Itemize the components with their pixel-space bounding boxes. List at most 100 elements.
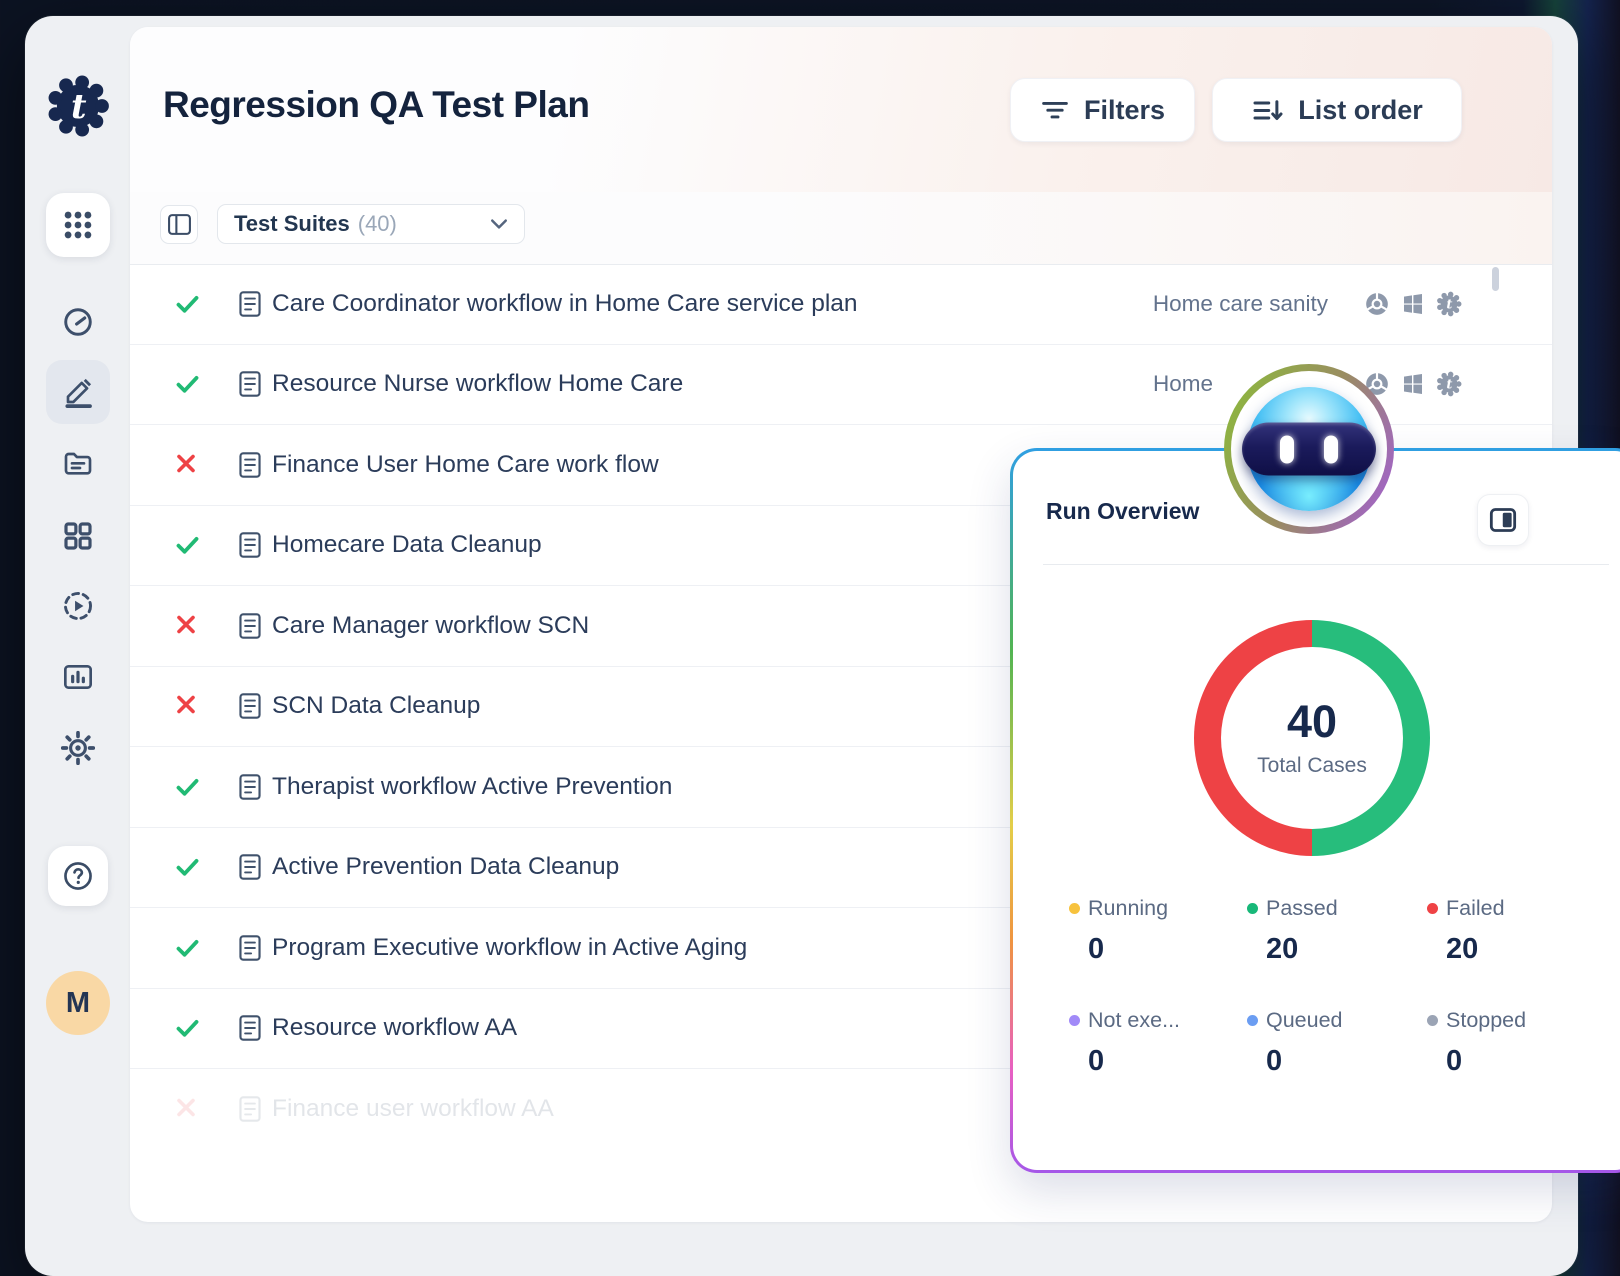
sidebar-item-projects[interactable] bbox=[46, 432, 110, 496]
test-suite-row[interactable]: Finance User Home Care work flow bbox=[130, 425, 1552, 506]
reports-chart-icon bbox=[62, 661, 94, 693]
sidebar-item-help[interactable] bbox=[48, 846, 108, 906]
test-suite-row[interactable]: Resource workflow AA bbox=[130, 989, 1552, 1069]
check-icon bbox=[176, 778, 199, 796]
help-icon bbox=[62, 860, 94, 892]
document-icon bbox=[239, 371, 261, 398]
sidebar-item-editor[interactable] bbox=[46, 360, 110, 424]
legend-item: Passed 20 bbox=[1247, 896, 1427, 966]
robot-orb-icon bbox=[1242, 387, 1376, 511]
document-icon bbox=[239, 612, 261, 639]
status-icon bbox=[174, 612, 201, 639]
sidebar: t bbox=[25, 16, 130, 1276]
test-suite-row[interactable]: Finance user workflow AA bbox=[130, 1069, 1552, 1149]
status-icon bbox=[174, 451, 201, 478]
test-suite-row[interactable]: SCN Data Cleanup bbox=[130, 667, 1552, 747]
run-overview-title: Run Overview bbox=[1046, 498, 1200, 524]
suite-tag-label: Home care sanity bbox=[1152, 290, 1328, 316]
document-icon bbox=[239, 934, 261, 961]
test-suite-row[interactable]: Resource Nurse workflow Home Care Home bbox=[130, 345, 1552, 425]
testsigma-logo-icon: t bbox=[46, 74, 110, 138]
folder-icon bbox=[62, 448, 94, 480]
sidebar-item-apps[interactable] bbox=[46, 193, 110, 257]
svg-text:t: t bbox=[1446, 297, 1452, 312]
test-suite-title: Program Executive workflow in Active Agi… bbox=[272, 933, 748, 961]
legend-value: 0 bbox=[1088, 933, 1105, 965]
test-suites-dropdown[interactable]: Test Suites (40) bbox=[217, 204, 525, 244]
legend-dot-icon bbox=[1069, 903, 1080, 914]
legend-dot-icon bbox=[1427, 903, 1438, 914]
x-icon bbox=[177, 615, 195, 634]
test-suites-count: (40) bbox=[357, 211, 397, 236]
document-icon bbox=[239, 451, 261, 478]
test-suite-row[interactable]: Program Executive workflow in Active Agi… bbox=[130, 908, 1552, 989]
test-suite-row[interactable]: Active Prevention Data Cleanup bbox=[130, 828, 1552, 908]
panel-left-toggle-button[interactable] bbox=[160, 205, 198, 244]
filter-lines-icon bbox=[1040, 98, 1070, 122]
panel-right-toggle-button[interactable] bbox=[1477, 494, 1529, 546]
status-icon bbox=[174, 290, 201, 317]
panel-left-icon bbox=[167, 213, 192, 236]
check-icon bbox=[176, 295, 199, 313]
windows-icon bbox=[1404, 293, 1422, 314]
chrome-icon bbox=[1366, 292, 1388, 315]
legend-item: Not exe... 0 bbox=[1069, 1008, 1247, 1078]
list-order-button[interactable]: List order bbox=[1212, 78, 1462, 142]
legend-item: Stopped 0 bbox=[1427, 1008, 1597, 1078]
ai-assistant-avatar[interactable] bbox=[1224, 364, 1394, 534]
legend-value: 0 bbox=[1266, 1045, 1283, 1077]
environment-icons: t bbox=[1364, 291, 1462, 317]
legend-label: Not exe... bbox=[1088, 1008, 1181, 1032]
test-suite-title: Therapist workflow Active Prevention bbox=[272, 772, 673, 800]
scrollbar[interactable] bbox=[1492, 267, 1499, 291]
filters-button[interactable]: Filters bbox=[1010, 78, 1195, 142]
run-overview-panel: Run Overview 40 Total Cases Runnin bbox=[1010, 448, 1620, 1173]
legend-label: Running bbox=[1088, 896, 1169, 920]
status-icon bbox=[174, 1095, 201, 1122]
run-overview-donut: 40 Total Cases bbox=[1194, 620, 1430, 856]
user-avatar[interactable]: M bbox=[46, 971, 110, 1035]
sidebar-item-reports[interactable] bbox=[46, 645, 110, 709]
test-suite-list: Care Coordinator workflow in Home Care s… bbox=[130, 264, 1552, 1149]
total-cases-label: Total Cases bbox=[1257, 753, 1367, 777]
x-icon bbox=[177, 695, 195, 714]
robot-visor-icon bbox=[1242, 422, 1376, 476]
test-suite-title: Care Manager workflow SCN bbox=[272, 611, 590, 639]
test-suite-row[interactable]: Homecare Data Cleanup bbox=[130, 506, 1552, 586]
avatar-initial: M bbox=[65, 986, 91, 1019]
check-icon bbox=[176, 939, 199, 957]
apps-grid-icon bbox=[61, 208, 95, 242]
testsigma-icon: t bbox=[1437, 291, 1462, 317]
document-icon bbox=[239, 532, 261, 559]
test-suite-row[interactable]: Care Coordinator workflow in Home Care s… bbox=[130, 264, 1552, 345]
legend-dot-icon bbox=[1427, 1015, 1438, 1026]
total-cases-value: 40 bbox=[1286, 695, 1338, 747]
sidebar-item-dashboard[interactable] bbox=[46, 290, 110, 354]
legend-dot-icon bbox=[1069, 1015, 1080, 1026]
chrome-icon bbox=[1366, 372, 1388, 396]
test-suite-title: SCN Data Cleanup bbox=[272, 692, 481, 720]
page-title: Regression QA Test Plan bbox=[163, 84, 590, 125]
sidebar-item-settings[interactable] bbox=[46, 716, 110, 780]
legend-value: 20 bbox=[1446, 933, 1479, 965]
settings-gear-icon bbox=[61, 731, 95, 765]
robot-eye-icon bbox=[1324, 435, 1338, 463]
legend-label: Failed bbox=[1446, 896, 1505, 920]
check-icon bbox=[176, 1020, 199, 1037]
status-icon bbox=[174, 934, 201, 961]
legend-dot-icon bbox=[1247, 1015, 1258, 1026]
edit-pencil-icon bbox=[62, 376, 94, 408]
test-suite-row[interactable]: Care Manager workflow SCN bbox=[130, 586, 1552, 667]
legend-value: 20 bbox=[1266, 933, 1299, 965]
testsigma-icon: t bbox=[1437, 371, 1462, 397]
test-suite-row[interactable]: Therapist workflow Active Prevention bbox=[130, 747, 1552, 828]
document-icon bbox=[239, 290, 261, 317]
sidebar-item-runs[interactable] bbox=[46, 574, 110, 638]
x-icon bbox=[177, 454, 195, 473]
app-window: t bbox=[25, 16, 1620, 1276]
check-icon bbox=[176, 376, 199, 393]
legend-label: Passed bbox=[1266, 896, 1338, 920]
test-suite-title: Finance user workflow AA bbox=[272, 1094, 554, 1122]
status-icon bbox=[174, 773, 201, 800]
sidebar-item-elements[interactable] bbox=[46, 504, 110, 568]
